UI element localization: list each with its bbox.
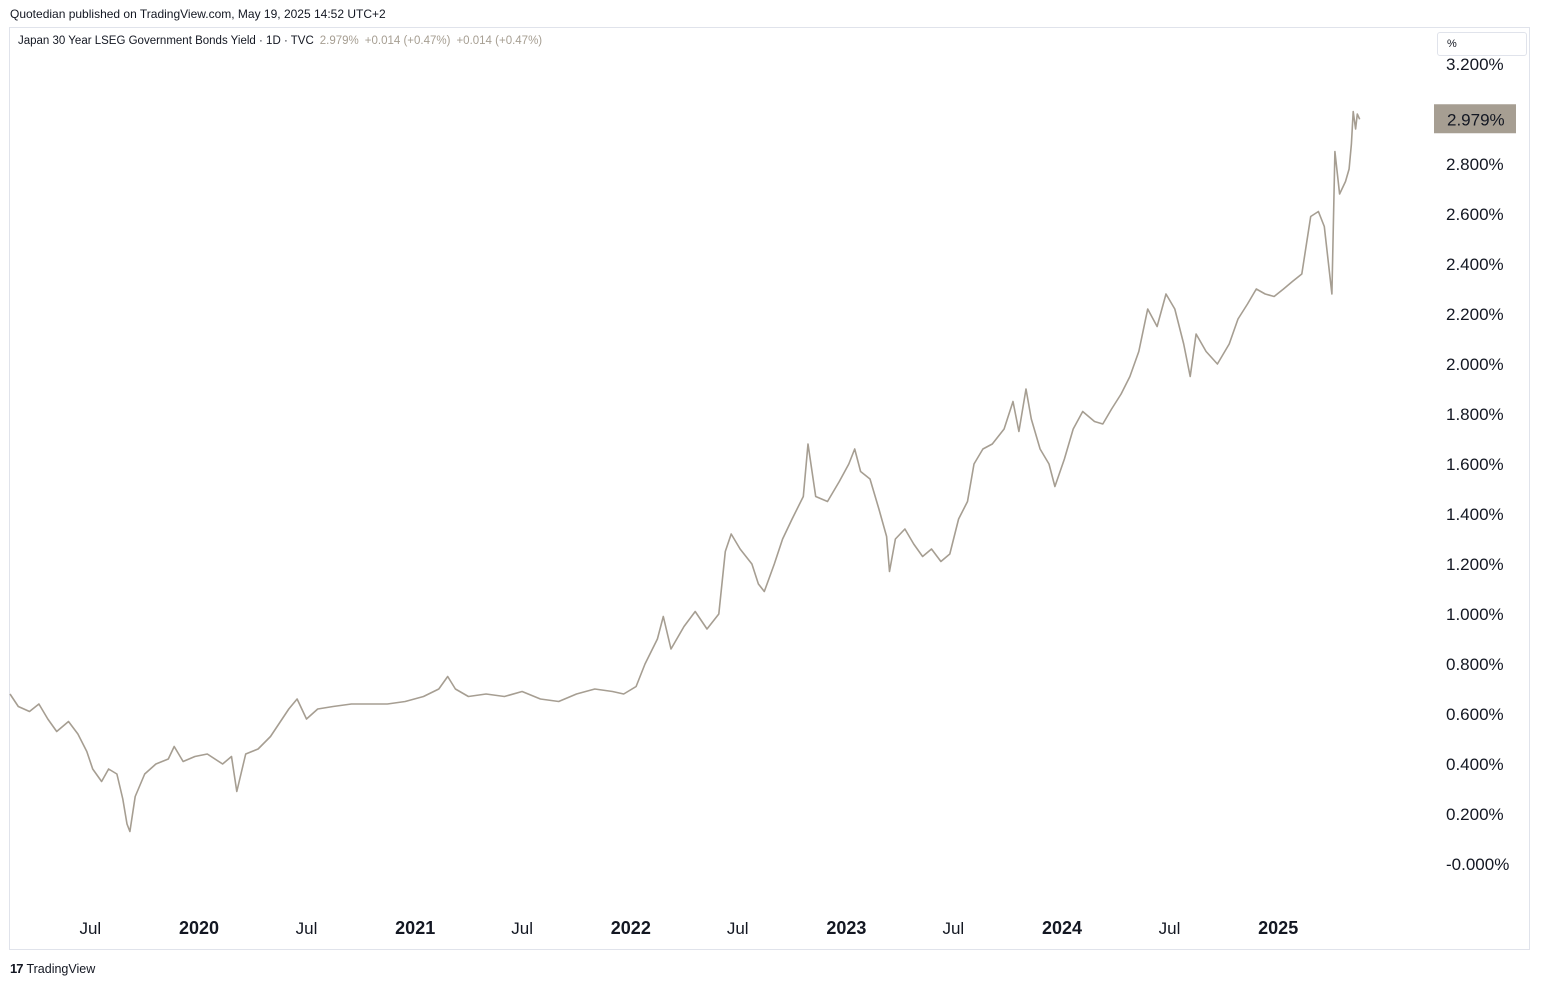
y-axis: 3.200% 2.800% 2.600% 2.400% 2.200% 2.000% 1.80… <box>1446 55 1509 874</box>
x-tick-label: 2025 <box>1258 918 1298 938</box>
x-tick-label: 2021 <box>395 918 435 938</box>
y-tick-label: 0.400% <box>1446 755 1504 774</box>
change-value: +0.014 (+0.47%) <box>364 35 451 47</box>
change-value-2: +0.014 (+0.47%) <box>456 35 543 47</box>
x-tick-label: 2023 <box>826 918 866 938</box>
yield-series-line <box>9 110 1361 833</box>
y-tick-label: 0.800% <box>1446 655 1504 674</box>
y-tick-label: -0.000% <box>1446 855 1509 874</box>
y-tick-label: 0.200% <box>1446 805 1504 824</box>
footer: 17 TradingView <box>10 961 95 976</box>
x-tick-label: 2024 <box>1042 918 1082 938</box>
x-tick-label: Jul <box>942 919 964 938</box>
x-axis: Jul 2020 Jul 2021 Jul 2022 Jul 2023 Jul 2024 Jul 20… <box>79 918 1298 938</box>
tradingview-logo-icon: 17 <box>10 961 24 976</box>
last-price-tag-bg <box>1434 104 1516 134</box>
x-tick-label: Jul <box>296 919 318 938</box>
y-tick-label: 2.400% <box>1446 255 1504 274</box>
y-tick-label: 1.400% <box>1446 505 1504 524</box>
last-price-tag: 2.979% <box>1434 104 1516 134</box>
y-tick-label: 1.200% <box>1446 555 1504 574</box>
x-tick-label: Jul <box>727 919 749 938</box>
y-tick-label: 3.200% <box>1446 55 1504 74</box>
last-value: 2.979% <box>319 35 359 47</box>
last-price-tag-label: 2.979% <box>1447 110 1505 129</box>
x-tick-label: Jul <box>79 919 101 938</box>
y-tick-label: 2.200% <box>1446 305 1504 324</box>
x-tick-label: 2022 <box>611 918 651 938</box>
y-tick-label: 0.600% <box>1446 705 1504 724</box>
symbol-title[interactable]: Japan 30 Year LSEG Government Bonds Yiel… <box>18 35 314 47</box>
y-tick-label: 1.800% <box>1446 405 1504 424</box>
x-tick-label: Jul <box>511 919 533 938</box>
unit-selector[interactable]: % <box>1437 32 1527 56</box>
y-tick-label: 2.800% <box>1446 155 1504 174</box>
y-tick-label: 2.000% <box>1446 355 1504 374</box>
y-tick-label: 1.000% <box>1446 605 1504 624</box>
chart-header: Japan 30 Year LSEG Government Bonds Yiel… <box>18 35 542 47</box>
y-tick-label: 2.600% <box>1446 205 1504 224</box>
publisher-line: Quotedian published on TradingView.com, … <box>10 7 386 21</box>
footer-brand: TradingView <box>26 961 96 976</box>
chart-frame <box>9 27 1530 950</box>
y-tick-label: 1.600% <box>1446 455 1504 474</box>
x-tick-label: Jul <box>1159 919 1181 938</box>
x-tick-label: 2020 <box>179 918 219 938</box>
